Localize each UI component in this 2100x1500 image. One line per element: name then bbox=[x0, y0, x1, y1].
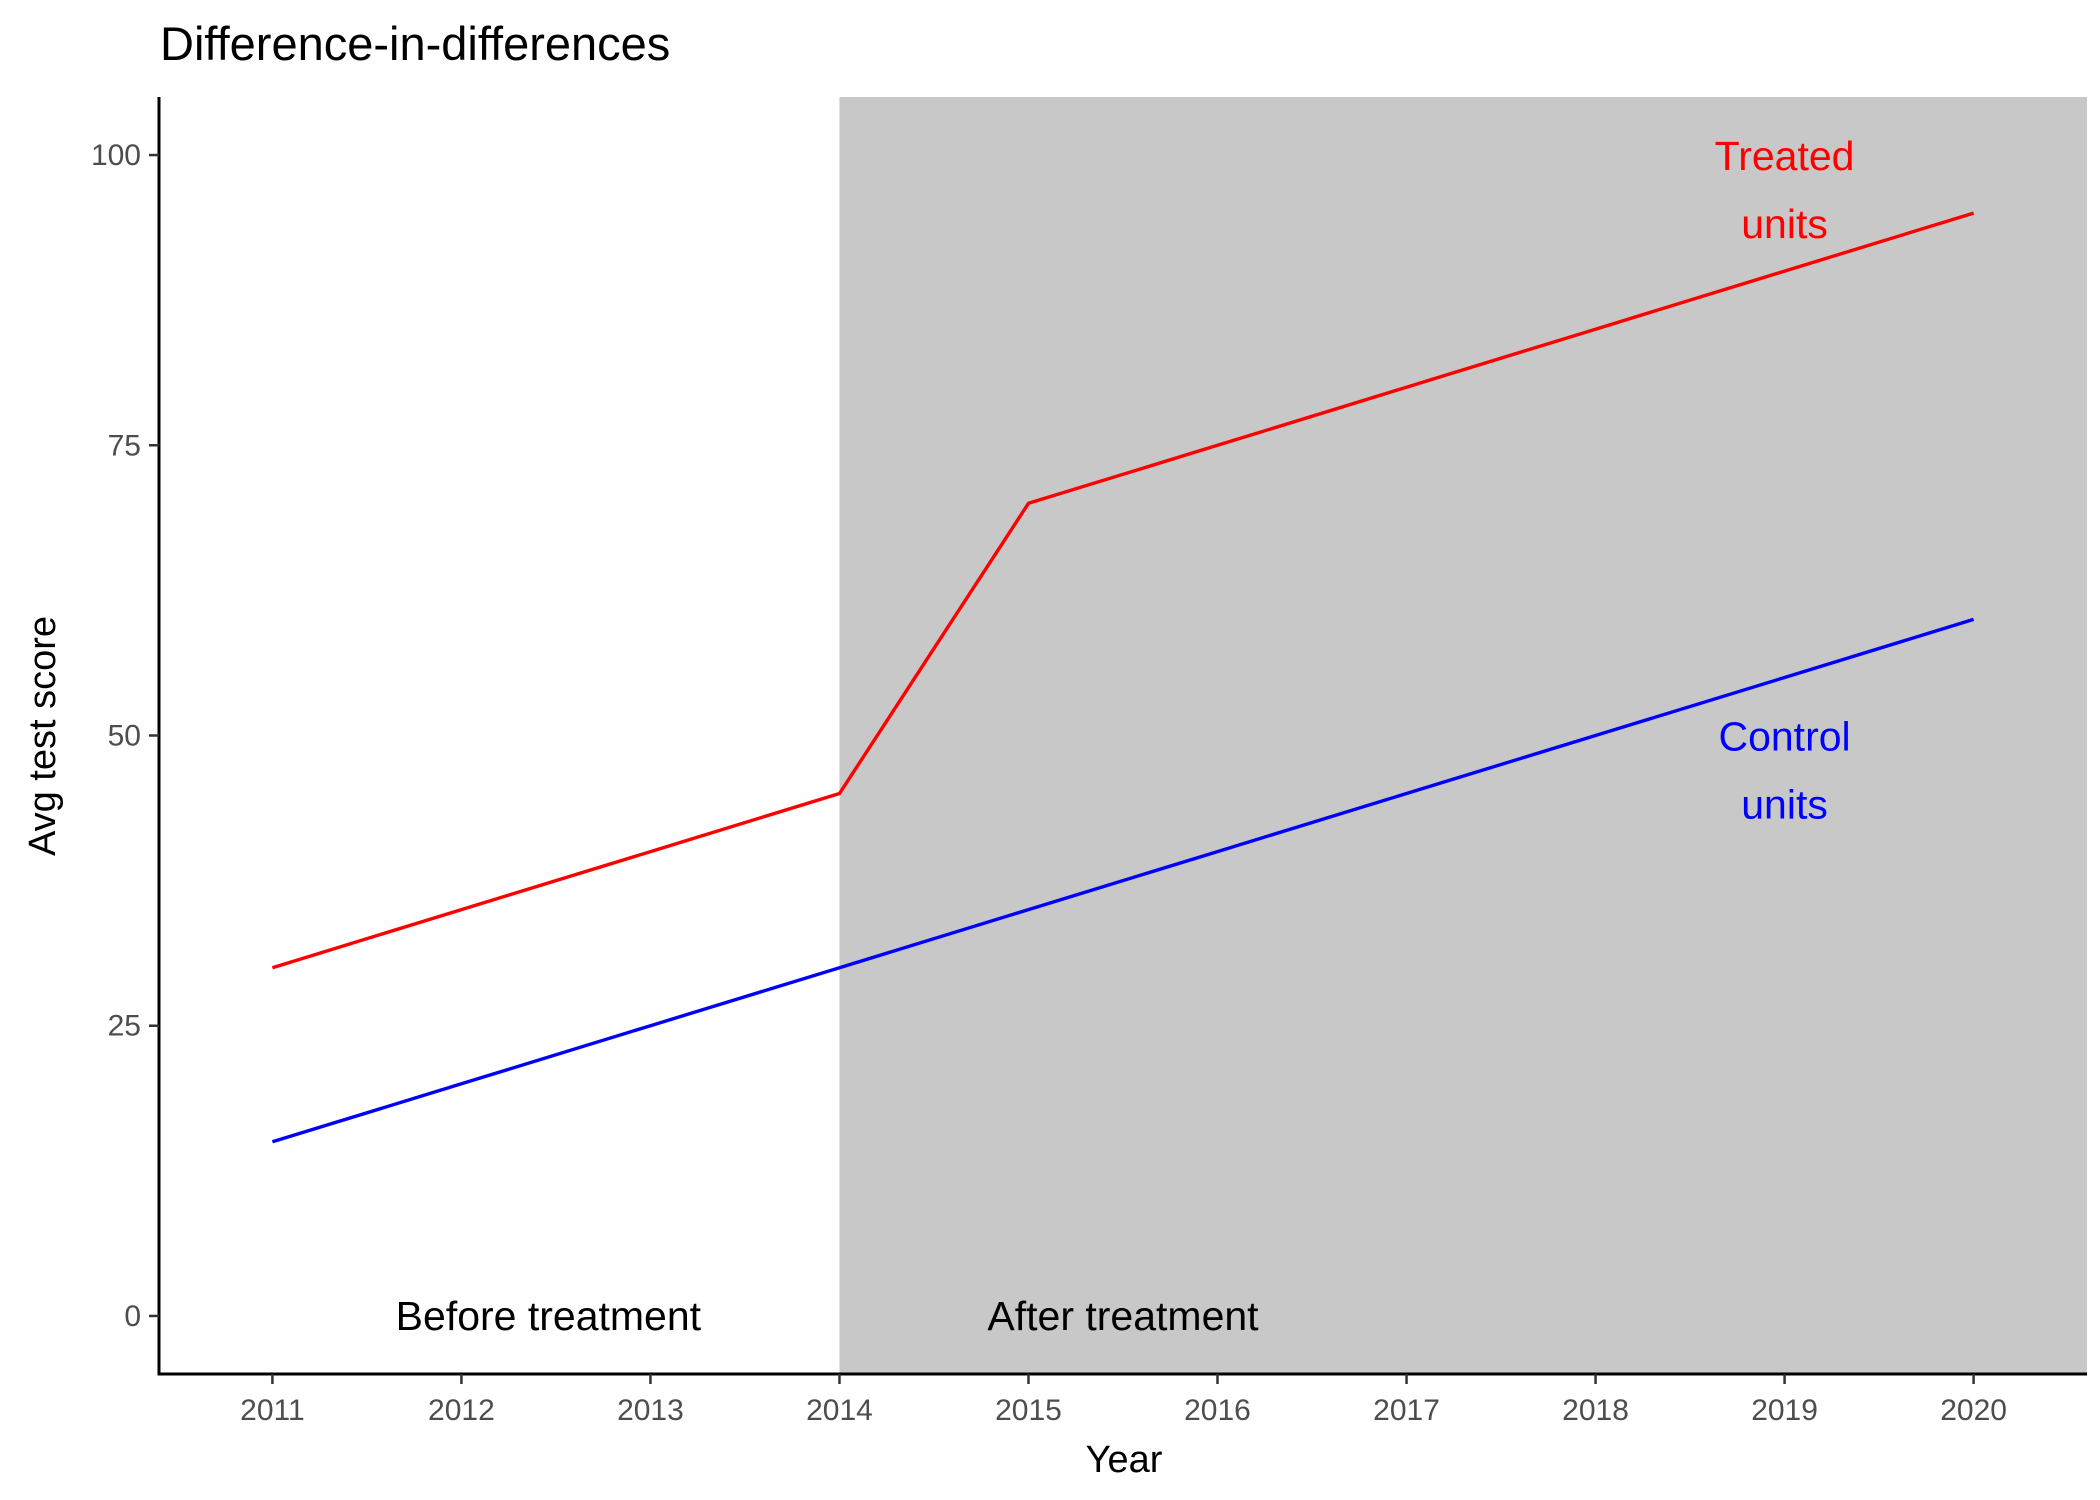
line-layer bbox=[271, 211, 1975, 1144]
control-label-line-1: Control bbox=[1718, 713, 1850, 759]
y-tick-label-50: 50 bbox=[108, 720, 141, 753]
x-tick-label-2020: 2020 bbox=[1940, 1394, 2007, 1427]
y-tick-label-25: 25 bbox=[108, 1010, 141, 1043]
x-tick-label-2017: 2017 bbox=[1373, 1394, 1440, 1427]
y-tick-label-75: 75 bbox=[108, 429, 141, 462]
after-label-line-1: After treatment bbox=[987, 1293, 1259, 1339]
x-tick-label-2018: 2018 bbox=[1562, 1394, 1629, 1427]
x-tick-label-2015: 2015 bbox=[995, 1394, 1062, 1427]
treated-line bbox=[271, 211, 1975, 970]
treated-label-line-2: units bbox=[1741, 201, 1828, 247]
x-tick-label-2019: 2019 bbox=[1751, 1394, 1818, 1427]
control-label: Control units bbox=[1718, 713, 1850, 827]
y-tick-label-100: 100 bbox=[91, 139, 141, 172]
after-label: After treatment bbox=[987, 1293, 1259, 1339]
shade-layer bbox=[839, 97, 2087, 1374]
control-line bbox=[271, 617, 1975, 1144]
treated-label: Treated units bbox=[1715, 133, 1855, 247]
x-tick-label-2014: 2014 bbox=[806, 1394, 873, 1427]
x-tick-label-2016: 2016 bbox=[1184, 1394, 1251, 1427]
before-label-line-1: Before treatment bbox=[396, 1293, 702, 1339]
after-treatment-shading bbox=[839, 97, 2087, 1374]
chart-title: Difference-in-differences bbox=[160, 17, 670, 70]
control-label-line-2: units bbox=[1741, 781, 1828, 827]
x-axis-title: Year bbox=[1086, 1439, 1163, 1481]
tick-layer: 0 25 50 75 100 2011 2012 2013 2014 2015 2016 2017 20… bbox=[91, 139, 2007, 1427]
x-tick-label-2011: 2011 bbox=[240, 1394, 305, 1427]
y-tick-label-0: 0 bbox=[124, 1300, 141, 1333]
treated-label-line-1: Treated bbox=[1715, 133, 1855, 179]
y-axis-title: Avg test score bbox=[22, 616, 64, 856]
before-label: Before treatment bbox=[396, 1293, 702, 1339]
annotation-layer: Treated units Control units Before treatment… bbox=[396, 133, 1855, 1339]
x-tick-label-2013: 2013 bbox=[617, 1394, 684, 1427]
x-tick-label-2012: 2012 bbox=[428, 1394, 495, 1427]
